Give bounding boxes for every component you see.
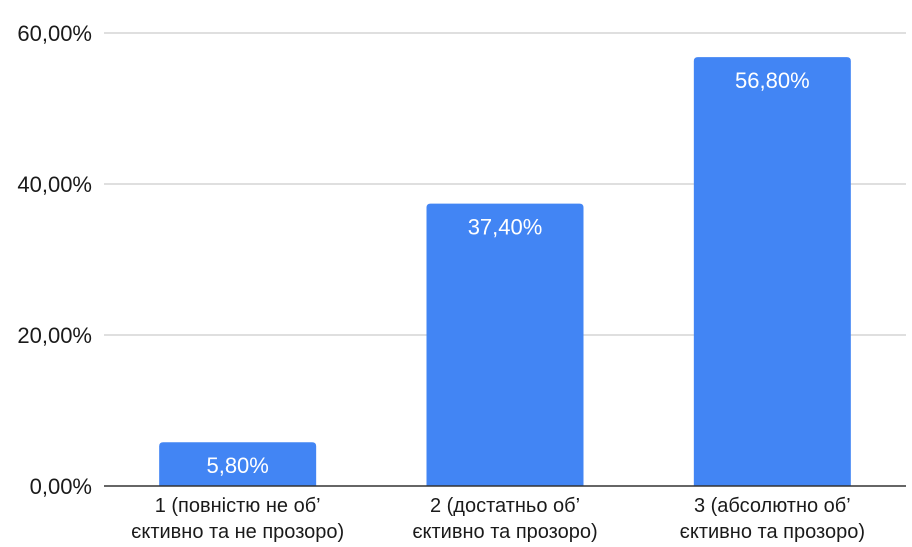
data-labels: 5,80% 37,40% 56,80% — [206, 68, 809, 478]
bar-1 — [159, 442, 317, 486]
x-category-label-line: 2 (достатньо об’ — [430, 495, 580, 517]
y-tick-label: 0,00% — [30, 474, 92, 499]
bar-3 — [693, 57, 851, 486]
y-tick-label: 20,00% — [17, 323, 92, 348]
x-category-label-3: 3 (абсолютно об’ єктивно та прозоро) — [680, 495, 865, 543]
y-tick-label: 60,00% — [17, 21, 92, 46]
x-category-label-2: 2 (достатньо об’ єктивно та прозоро) — [412, 495, 597, 543]
x-category-label-line: 1 (повністю не об’ — [155, 495, 321, 517]
x-category-label-1: 1 (повністю не об’ єктивно та не прозоро) — [131, 495, 344, 543]
x-category-label-line: єктивно та прозоро) — [680, 521, 865, 543]
x-category-label-line: 3 (абсолютно об’ — [694, 495, 851, 517]
data-label-1: 5,80% — [206, 453, 268, 478]
y-tick-label: 40,00% — [17, 172, 92, 197]
bars — [159, 57, 851, 486]
data-label-3: 56,80% — [735, 68, 810, 93]
y-axis-tick-labels: 0,00% 20,00% 40,00% 60,00% — [17, 21, 92, 499]
data-label-2: 37,40% — [468, 215, 543, 240]
x-category-label-line: єктивно та не прозоро) — [131, 521, 344, 543]
x-axis-category-labels: 1 (повністю не об’ єктивно та не прозоро)… — [131, 495, 865, 543]
bar-2 — [426, 203, 584, 486]
x-category-label-line: єктивно та прозоро) — [412, 521, 597, 543]
